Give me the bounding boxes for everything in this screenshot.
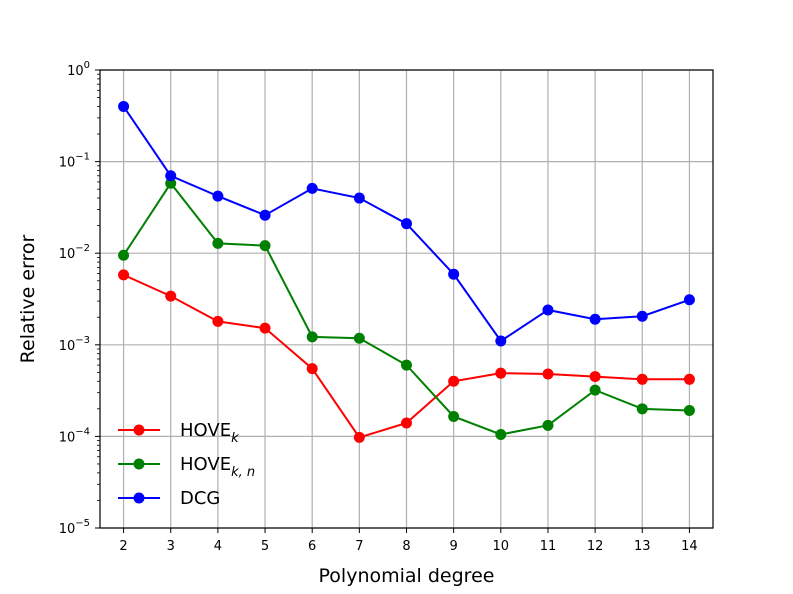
data-point: [401, 359, 412, 371]
data-point: [259, 209, 271, 221]
data-point: [448, 375, 460, 387]
series-0: [118, 269, 695, 443]
data-point: [589, 313, 601, 325]
y-tick-label: 10−5: [59, 518, 90, 537]
data-point: [683, 373, 695, 385]
data-point: [306, 363, 318, 375]
x-tick-label: 14: [681, 539, 698, 554]
data-point: [448, 410, 460, 422]
legend-label: HOVEk, n: [180, 454, 255, 480]
legend-entry: HOVEk, n: [118, 454, 255, 480]
data-point: [118, 269, 130, 281]
legend-marker: [133, 424, 145, 436]
x-tick-label: 6: [308, 539, 316, 554]
series-2: [118, 100, 695, 347]
plot-frame: [99, 69, 714, 529]
data-point: [353, 192, 365, 204]
x-tick-label: 3: [167, 539, 175, 554]
series-layer: [118, 100, 695, 443]
x-tick-label: 5: [261, 539, 269, 554]
data-point: [495, 335, 507, 347]
legend-entry: DCG: [118, 488, 220, 509]
data-point: [448, 268, 460, 280]
x-tick-label: 13: [634, 539, 651, 554]
data-point: [353, 431, 365, 443]
data-point: [353, 332, 365, 344]
data-point: [542, 304, 554, 316]
legend-entry: HOVEk: [118, 420, 239, 446]
x-tick-label: 4: [214, 539, 222, 554]
x-tick-label: 10: [493, 539, 510, 554]
y-tick-label: 100: [67, 60, 90, 79]
data-point: [542, 419, 554, 431]
data-point: [636, 310, 648, 322]
y-tick-label: 10−3: [59, 335, 90, 354]
data-point: [259, 322, 271, 334]
data-point: [306, 182, 318, 194]
x-tick-label: 7: [355, 539, 363, 554]
legend-marker: [133, 458, 145, 470]
data-point: [165, 290, 177, 302]
x-tick-label: 11: [540, 539, 557, 554]
data-point: [212, 315, 224, 327]
data-point: [118, 249, 130, 261]
data-point: [683, 404, 695, 416]
x-axis-label: Polynomial degree: [319, 565, 495, 587]
data-point: [401, 218, 412, 230]
data-point: [495, 367, 507, 379]
legend-label: HOVEk: [180, 420, 239, 446]
axes: 2 3 4 5 6 7 8 9 10 11 12 13 14 100 10−1 10−2 10−3 10−4 10−…: [17, 60, 714, 587]
y-tick-label: 10−2: [59, 243, 90, 262]
x-tick-label: 2: [119, 539, 127, 554]
data-point: [683, 294, 695, 306]
data-point: [212, 190, 224, 202]
x-tick-label: 8: [402, 539, 410, 554]
data-point: [636, 403, 648, 415]
data-point: [636, 373, 648, 385]
data-point: [401, 417, 412, 429]
y-axis-label: Relative error: [17, 234, 39, 363]
legend-label: DCG: [180, 488, 220, 509]
data-point: [306, 331, 318, 343]
y-tick-label: 10−4: [59, 426, 90, 445]
x-tick-label: 9: [450, 539, 458, 554]
x-tick-label: 12: [587, 539, 604, 554]
legend: HOVEk HOVEk, n DCG: [118, 420, 255, 509]
y-tick-label: 10−1: [59, 152, 90, 171]
data-point: [212, 237, 224, 249]
data-point: [259, 240, 271, 252]
data-point: [589, 384, 601, 396]
data-point: [165, 170, 177, 182]
legend-marker: [133, 492, 145, 504]
data-point: [542, 368, 554, 380]
data-point: [118, 100, 130, 112]
data-point: [495, 428, 507, 440]
data-point: [589, 371, 601, 383]
